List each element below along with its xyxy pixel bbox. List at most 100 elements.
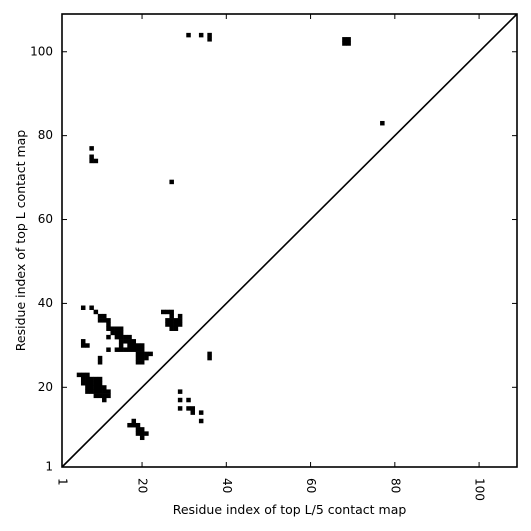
contact-cell [139, 351, 145, 357]
contact-cell [93, 376, 99, 382]
contact-cell [89, 376, 94, 382]
contact-cell [127, 334, 132, 340]
contact-cell [106, 326, 111, 331]
contact-cell [186, 32, 191, 38]
contact-cell [135, 422, 141, 428]
contact-cell [114, 334, 120, 340]
contact-cell [106, 389, 111, 394]
contact-cell [186, 406, 191, 411]
contact-cell [106, 334, 111, 340]
contact-cell [346, 37, 351, 42]
contact-cell [106, 322, 111, 327]
contact-cell [85, 389, 90, 394]
y-tick-label: 20 [38, 380, 53, 394]
contact-cell [118, 326, 124, 331]
contact-cell [80, 305, 86, 310]
contact-cell [198, 32, 204, 38]
contact-cell [127, 347, 132, 352]
contact-cell [139, 360, 145, 365]
contact-cell [131, 343, 137, 348]
contact-cell [102, 397, 107, 403]
contact-cell [346, 41, 351, 46]
contact-cell [169, 179, 174, 185]
y-tick-label: 80 [38, 128, 53, 142]
contact-cell [85, 385, 90, 390]
contact-cell [135, 343, 141, 348]
contact-cell [139, 347, 145, 352]
contact-cell [207, 32, 212, 38]
plot-frame [61, 13, 518, 468]
contact-cell [85, 343, 90, 348]
contact-cell [169, 322, 174, 327]
contact-cell [207, 355, 212, 361]
contact-cell [139, 435, 145, 441]
contact-cell [118, 347, 124, 352]
contact-cell [80, 376, 86, 382]
contact-cell [114, 347, 120, 352]
contact-cell [169, 318, 174, 323]
contact-cell [89, 154, 94, 159]
x-axis-label: Residue index of top L/5 contact map [173, 502, 407, 517]
contact-cell [89, 158, 94, 164]
contact-cell [144, 355, 149, 361]
contact-cell [342, 37, 347, 42]
contact-cell [102, 318, 107, 323]
contact-cell [102, 313, 107, 319]
contact-cell [135, 431, 141, 436]
contact-cell [93, 385, 99, 390]
contact-cell [97, 360, 103, 365]
contact-cell [89, 385, 94, 390]
contact-cell [118, 339, 124, 344]
x-tick-label: 1 [56, 478, 70, 486]
contact-cell [80, 381, 86, 386]
x-tick-label: 40 [220, 478, 234, 493]
y-axis-label: Residue index of top L contact map [13, 130, 28, 351]
contact-cell [169, 309, 174, 315]
contact-cell [177, 397, 183, 403]
contact-cell [380, 120, 385, 126]
contact-cell [173, 322, 179, 327]
contact-cell [102, 385, 107, 390]
contact-cell [131, 347, 137, 352]
contact-cell [97, 389, 103, 394]
contact-cell [106, 393, 111, 399]
contact-cell [131, 339, 137, 344]
contact-cell [177, 322, 183, 327]
contact-cell [106, 347, 111, 352]
contact-cell [135, 355, 141, 361]
contact-cell [139, 355, 145, 361]
contact-cell [93, 381, 99, 386]
contact-cell [198, 410, 204, 415]
contact-cell [169, 326, 174, 331]
contact-cell [110, 326, 115, 331]
contact-cell [97, 393, 103, 399]
contact-cell [93, 158, 99, 164]
contact-cell [177, 406, 183, 411]
contact-cell [135, 347, 141, 352]
contact-cell [110, 330, 115, 336]
contact-cell [97, 385, 103, 390]
contact-cell [118, 330, 124, 336]
x-tick-label: 80 [388, 478, 402, 493]
contact-cell [89, 305, 94, 310]
y-axis-ticks: 1 20 40 60 80 100 [30, 44, 517, 474]
x-axis-ticks: 1 20 40 60 80 100 [56, 14, 487, 501]
contact-cell [139, 427, 145, 432]
contact-cell [148, 351, 153, 357]
contact-cell [131, 418, 137, 424]
contact-cell [106, 318, 111, 323]
contact-cell [114, 330, 120, 336]
contact-cell [118, 343, 124, 348]
contact-cell [118, 334, 124, 340]
contact-cell [186, 397, 191, 403]
x-tick-label: 20 [136, 478, 150, 493]
contact-cell [139, 343, 145, 348]
contact-cell [93, 393, 99, 399]
contact-cell [123, 347, 128, 352]
contact-cell [190, 410, 196, 415]
contact-cell [173, 326, 179, 331]
contact-cell [165, 318, 170, 323]
contact-cell [80, 339, 86, 344]
contact-cell [144, 351, 149, 357]
